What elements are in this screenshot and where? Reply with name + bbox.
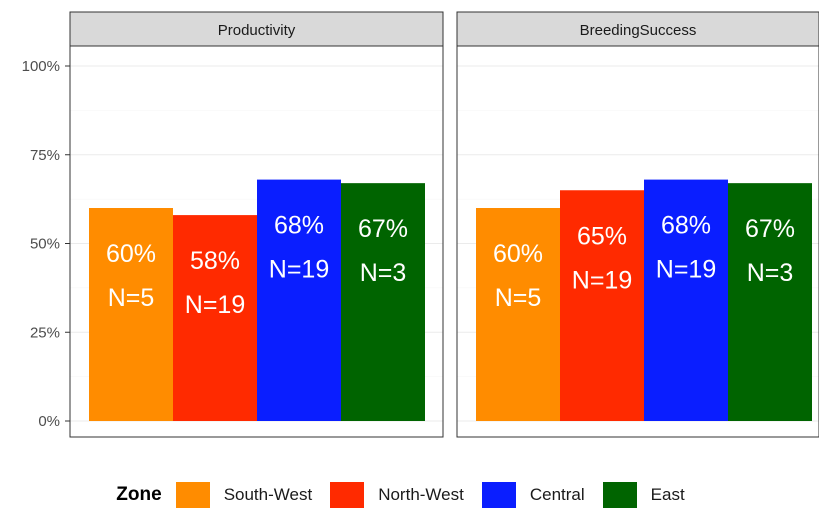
- legend-label-north-west: North-West: [378, 484, 464, 504]
- legend-label-south-west: South-West: [223, 484, 313, 504]
- bar-productivity-3: [341, 183, 425, 421]
- bar-n-label: N=19: [572, 266, 632, 294]
- bar-pct-label: 67%: [358, 215, 408, 243]
- y-tick-label: 25%: [30, 324, 60, 341]
- bar-pct-label: 68%: [661, 212, 711, 240]
- legend-key-central: [481, 481, 516, 508]
- bar-pct-label: 60%: [106, 240, 156, 268]
- bar-productivity-0: [89, 208, 173, 421]
- bar-n-label: N=3: [747, 259, 794, 287]
- bar-productivity-1: [173, 215, 257, 421]
- legend-key-north-west: [330, 481, 365, 508]
- legend-item-east: East: [602, 481, 685, 508]
- bar-pct-label: 67%: [745, 215, 795, 243]
- legend-title: Zone: [116, 483, 162, 505]
- legend-label-east: East: [650, 484, 685, 504]
- legend-key-east: [602, 481, 637, 508]
- facet-title-productivity: Productivity: [218, 22, 296, 39]
- legend: Zone South-West North-West Central East: [0, 480, 819, 509]
- bar-pct-label: 68%: [274, 212, 324, 240]
- legend-item-central: Central: [481, 481, 585, 508]
- legend-item-south-west: South-West: [175, 481, 313, 508]
- y-tick-label: 100%: [22, 58, 60, 75]
- bar-n-label: N=3: [360, 259, 407, 287]
- bar-pct-label: 60%: [493, 240, 543, 268]
- bar-productivity-2: [257, 179, 341, 421]
- legend-item-north-west: North-West: [330, 481, 464, 508]
- y-tick-label: 75%: [30, 147, 60, 164]
- bar-n-label: N=19: [269, 256, 329, 284]
- bar-pct-label: 65%: [577, 222, 627, 250]
- bar-n-label: N=5: [108, 284, 155, 312]
- bar-breedingsuccess-2: [644, 179, 728, 421]
- y-tick-label: 0%: [38, 413, 60, 430]
- y-tick-label: 50%: [30, 236, 60, 253]
- bar-n-label: N=19: [185, 291, 245, 319]
- facet-strip: [456, 11, 819, 47]
- legend-key-south-west: [175, 481, 210, 508]
- bar-pct-label: 58%: [190, 247, 240, 275]
- facet-title-breedingsuccess: BreedingSuccess: [580, 22, 697, 39]
- bar-breedingsuccess-3: [728, 183, 812, 421]
- faceted-bar-chart: 0% 25% 50% 75% 100% 60% N=5 58% N=19 68% N=19 67% N=…: [22, 11, 819, 438]
- bar-n-label: N=5: [495, 284, 542, 312]
- bar-n-label: N=19: [656, 256, 716, 284]
- bar-breedingsuccess-1: [560, 190, 644, 421]
- facet-strip: [69, 11, 444, 47]
- legend-label-central: Central: [529, 484, 585, 504]
- bar-breedingsuccess-0: [476, 208, 560, 421]
